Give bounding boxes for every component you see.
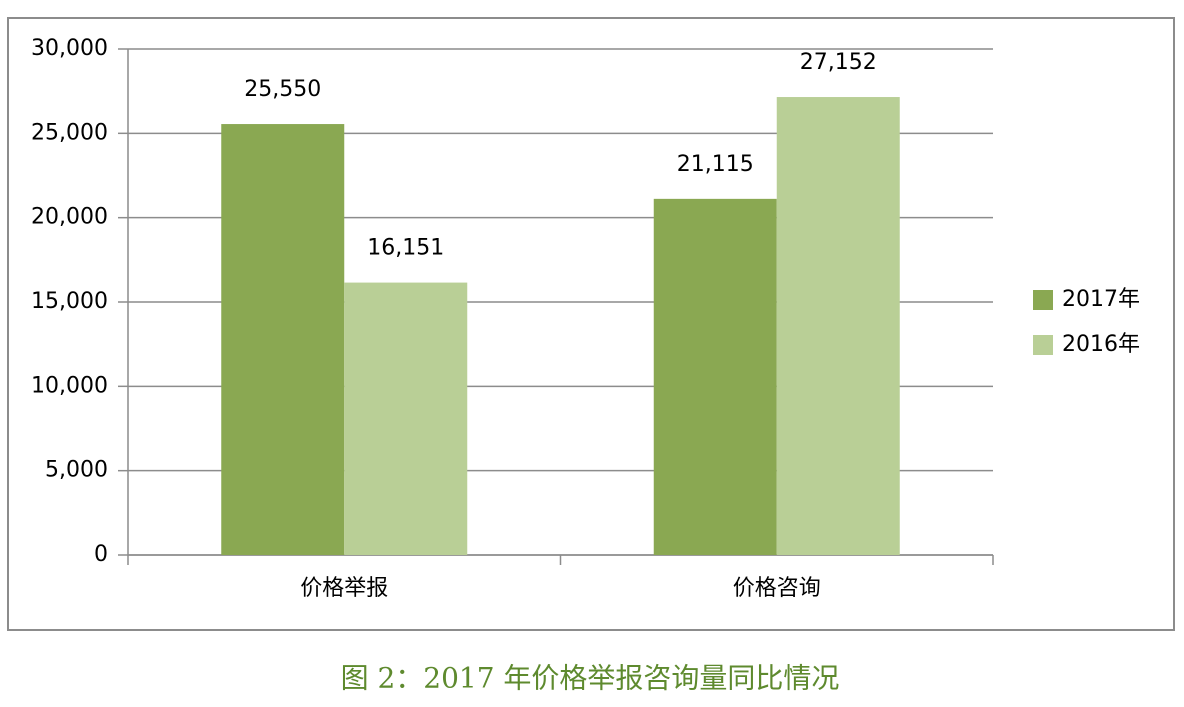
- legend-swatch: [1033, 335, 1053, 355]
- value-label: 27,152: [800, 50, 877, 75]
- bar: [776, 97, 900, 556]
- chart-caption: 图 2：2017 年价格举报咨询量同比情况: [341, 662, 840, 695]
- y-tick-label: 20,000: [31, 205, 108, 230]
- x-tick-label: 价格咨询: [733, 576, 821, 601]
- legend-swatch: [1033, 290, 1053, 310]
- legend-label: 2017年: [1062, 287, 1140, 312]
- legend-label: 2016年: [1062, 332, 1140, 357]
- y-tick-label: 30,000: [31, 36, 108, 61]
- chart-frame: [7, 17, 1175, 631]
- y-tick-label: 25,000: [31, 120, 108, 145]
- value-label: 16,151: [367, 236, 444, 261]
- value-label: 21,115: [677, 152, 754, 177]
- y-tick-label: 5,000: [45, 458, 108, 483]
- y-tick-label: 15,000: [31, 289, 108, 314]
- bar: [221, 124, 345, 555]
- x-tick-label: 价格举报: [300, 576, 388, 601]
- bar: [344, 282, 468, 555]
- y-tick-label: 10,000: [31, 373, 108, 398]
- y-tick-label: 0: [94, 542, 108, 567]
- bar: [653, 198, 777, 555]
- value-label: 25,550: [244, 77, 321, 102]
